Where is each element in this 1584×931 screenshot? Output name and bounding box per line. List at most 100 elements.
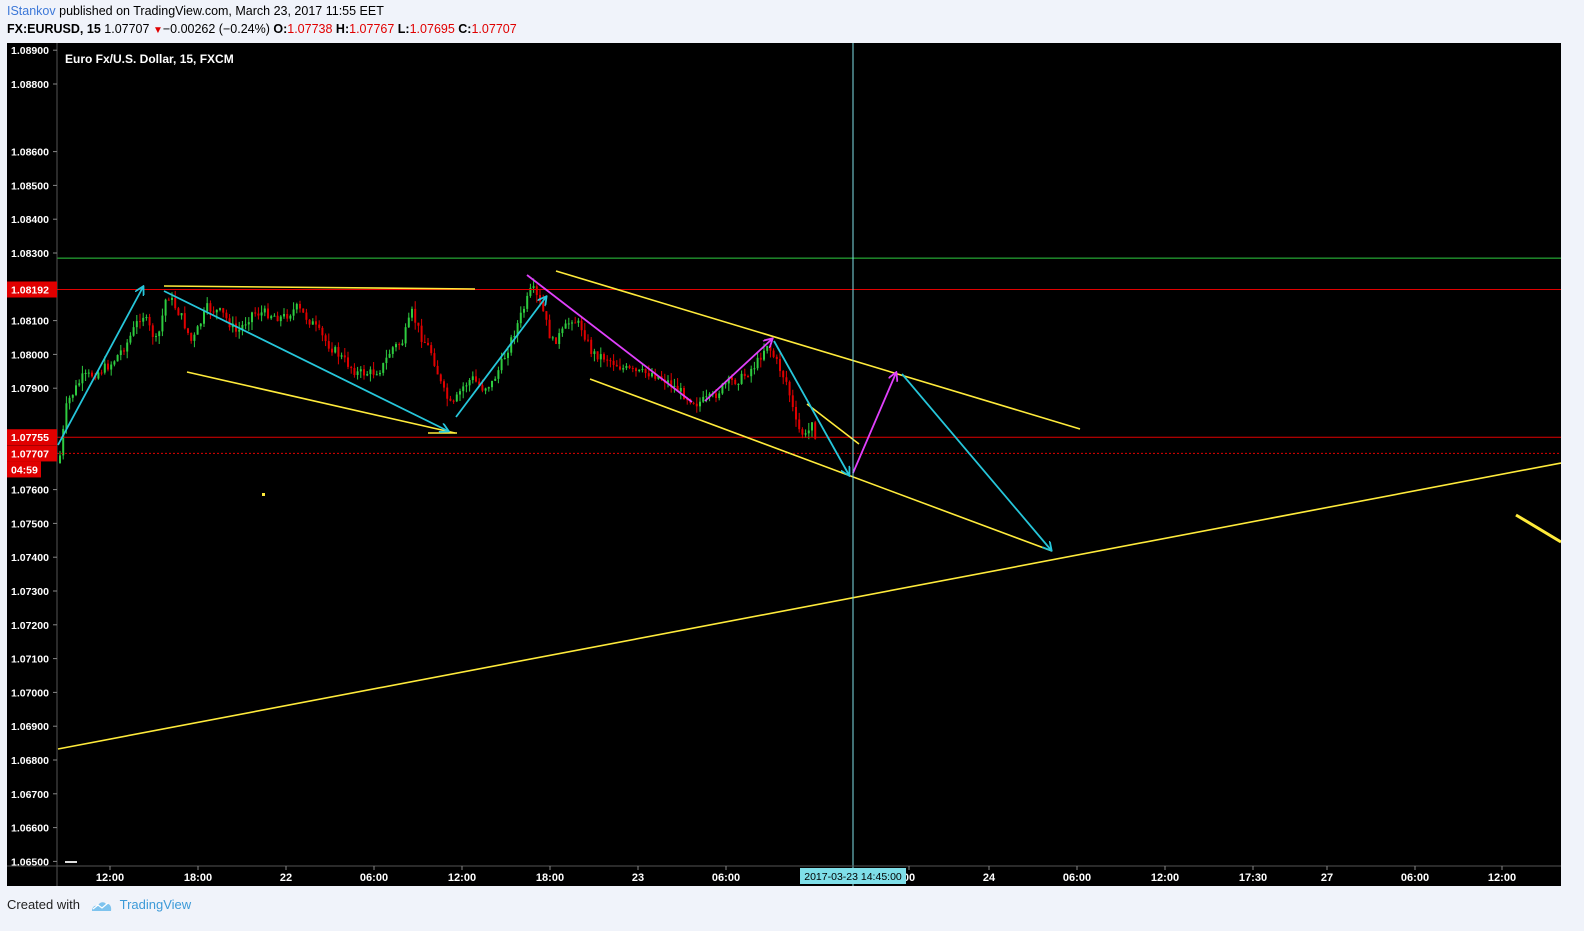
candle-body	[619, 366, 621, 370]
candle-body	[379, 372, 381, 375]
candle-body	[388, 353, 391, 358]
candle-body	[366, 374, 369, 376]
y-tick-label: 1.06500	[11, 856, 49, 868]
candle-body	[199, 323, 202, 327]
candle-body	[68, 397, 71, 404]
trendline	[555, 270, 1081, 430]
high-value: 1.07767	[349, 22, 395, 36]
symbol-label: FX:EURUSD, 15	[7, 22, 101, 36]
candle-body	[187, 328, 189, 333]
candle-body	[567, 323, 570, 325]
candle-body	[177, 308, 180, 316]
y-tick-label: 1.07000	[11, 687, 49, 699]
x-tick-label: 06:00	[1401, 872, 1429, 884]
candle-body	[481, 385, 484, 391]
candle-body	[305, 312, 308, 320]
author-link[interactable]: IStankov	[7, 4, 56, 18]
candle-body	[71, 394, 74, 398]
candle-body	[359, 369, 362, 372]
trendline	[163, 285, 476, 290]
candle-body	[807, 430, 810, 434]
arrow-cyan	[901, 373, 1051, 550]
candle-body	[548, 319, 551, 339]
candle-body	[468, 380, 471, 386]
candle-body	[455, 394, 458, 402]
last-price: 1.07707	[104, 22, 150, 36]
candle-body	[369, 369, 372, 375]
y-tick-label: 1.07900	[11, 383, 49, 395]
candle-body	[235, 323, 237, 332]
candle-body	[513, 336, 516, 338]
candle-body	[267, 308, 269, 319]
candle-body	[279, 316, 282, 322]
candle-body	[475, 376, 477, 382]
candle-body	[247, 322, 250, 325]
candle-body	[731, 377, 733, 380]
chart-area[interactable]: Euro Fx/U.S. Dollar, 15, FXCM 1.08900 1.0…	[7, 43, 1562, 886]
candle-body	[145, 317, 148, 319]
candle-body	[327, 341, 330, 349]
candle-body	[622, 368, 625, 370]
candle-body	[212, 311, 215, 313]
candle-body	[635, 368, 637, 372]
candle-body	[782, 371, 785, 378]
candle-body	[801, 429, 804, 435]
tradingview-link[interactable]: TradingView	[119, 897, 192, 912]
candle-body	[564, 323, 567, 329]
candle-body	[500, 358, 503, 371]
candle-body	[151, 325, 154, 337]
candle-body	[609, 360, 612, 362]
candle-body	[318, 324, 321, 328]
candle-body	[487, 387, 490, 389]
candle-body	[692, 402, 695, 404]
candle-body	[155, 336, 157, 338]
candle-body	[535, 286, 538, 296]
candle-body	[126, 342, 129, 352]
candle-body	[331, 348, 333, 353]
y-tick-label: 1.06700	[11, 789, 49, 801]
candle-body	[654, 373, 657, 379]
candle-body	[59, 455, 61, 463]
candle-body	[430, 345, 433, 354]
price-badge-label: 1.08192	[11, 285, 49, 297]
candle-body	[276, 315, 279, 322]
candle-body	[788, 381, 791, 396]
candle-body	[401, 343, 404, 346]
candle-body	[625, 365, 628, 369]
candle-body	[516, 323, 519, 337]
arrow-cyan	[773, 340, 849, 475]
candle-body	[391, 347, 394, 354]
candle-body	[721, 383, 724, 394]
y-tick-label: 1.07300	[11, 586, 49, 598]
candle-body	[311, 321, 314, 325]
candle-body	[251, 312, 253, 323]
candle-body	[676, 385, 679, 392]
scroll-handle	[65, 861, 77, 863]
candle-body	[299, 303, 301, 309]
candle-body	[382, 363, 385, 373]
arrow-cyan	[455, 297, 546, 418]
candle-body	[135, 321, 138, 328]
candle-body	[222, 308, 225, 313]
candle-body	[103, 363, 106, 373]
candle-body	[347, 357, 349, 367]
candle-body	[647, 373, 650, 377]
candle-body	[795, 407, 797, 420]
candle-body	[718, 393, 721, 399]
tradingview-logo-icon	[91, 901, 111, 911]
marker-dot	[262, 493, 265, 496]
candle-body	[507, 352, 509, 359]
candle-body	[811, 422, 813, 431]
candle-body	[526, 295, 529, 309]
price-chart[interactable]: Euro Fx/U.S. Dollar, 15, FXCM 1.08900 1.0…	[7, 43, 1562, 886]
high-label: H:	[335, 22, 350, 36]
candle-body	[439, 374, 442, 382]
candle-body	[203, 311, 205, 324]
candle-body	[583, 330, 586, 340]
horizontal-lines	[57, 257, 1561, 454]
price-badge	[7, 281, 57, 298]
y-tick-label: 1.08900	[11, 45, 49, 57]
candle-body	[315, 321, 317, 325]
close-value: 1.07707	[471, 22, 517, 36]
y-tick-label: 1.08400	[11, 214, 49, 226]
